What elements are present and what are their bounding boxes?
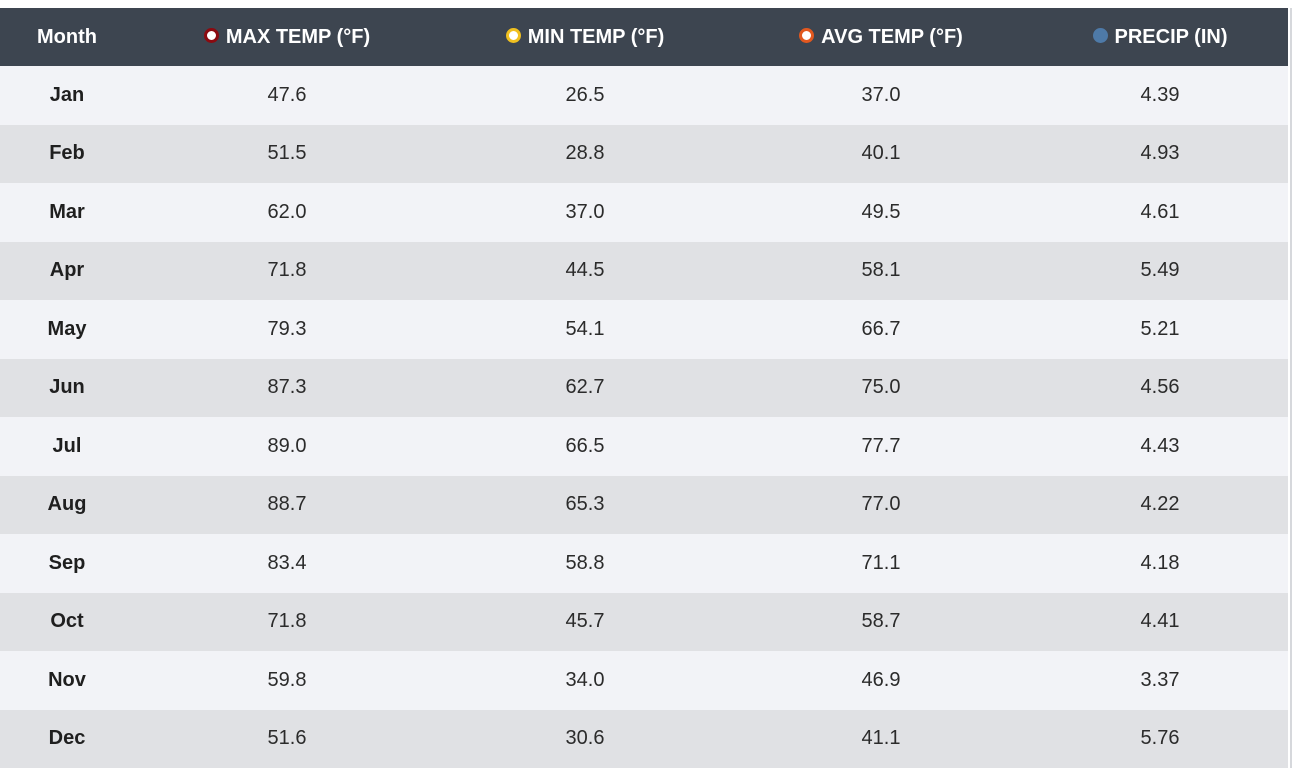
precip-legend-icon	[1092, 27, 1108, 43]
avg-temp-cell: 77.0	[861, 493, 901, 516]
climate-table: Month MAX TEMP (°F) MIN TEMP (°F) AVG TE…	[0, 8, 1288, 768]
avg-temp-cell: 58.1	[861, 259, 901, 282]
precip-cell: 4.43	[1140, 434, 1180, 457]
min-temp-cell: 45.7	[565, 610, 605, 633]
precip-cell: 4.61	[1140, 200, 1180, 223]
avg-temp-cell: 49.5	[861, 200, 901, 223]
precip-cell: 4.56	[1140, 376, 1180, 399]
header-month-label: Month	[37, 25, 97, 48]
min-temp-cell: 37.0	[565, 200, 605, 223]
max-temp-legend-icon	[203, 27, 219, 43]
max-temp-cell: 83.4	[267, 551, 307, 574]
max-temp-cell: 89.0	[267, 434, 307, 457]
min-temp-cell: 28.8	[565, 142, 605, 165]
max-temp-cell: 47.6	[267, 83, 307, 106]
table-row: Sep 83.4 58.8 71.1 4.18	[0, 534, 1288, 593]
min-temp-cell: 58.8	[565, 551, 605, 574]
month-cell: Jul	[52, 434, 82, 457]
avg-temp-cell: 41.1	[861, 727, 901, 750]
min-temp-cell: 44.5	[565, 259, 605, 282]
table-row: Apr 71.8 44.5 58.1 5.49	[0, 241, 1288, 300]
table-body: Jan 47.6 26.5 37.0 4.39 Feb 51.5 28.8 40.1 4.93 Ma…	[0, 66, 1288, 768]
table-row: Oct 71.8 45.7 58.7 4.41	[0, 592, 1288, 651]
precip-cell: 5.76	[1140, 727, 1180, 750]
month-cell: Jan	[49, 83, 85, 106]
month-cell: Aug	[47, 493, 87, 516]
header-max-temp-label: MAX TEMP (°F)	[225, 25, 371, 48]
header-avg-temp[interactable]: AVG TEMP (°F)	[730, 8, 1032, 66]
header-precip-label: PRECIP (IN)	[1114, 25, 1228, 48]
header-precip[interactable]: PRECIP (IN)	[1032, 8, 1288, 66]
table-header-row: Month MAX TEMP (°F) MIN TEMP (°F) AVG TE…	[0, 8, 1288, 66]
table-row: Nov 59.8 34.0 46.9 3.37	[0, 651, 1288, 710]
avg-temp-cell: 37.0	[861, 83, 901, 106]
month-cell: Nov	[48, 668, 86, 691]
precip-cell: 5.21	[1140, 317, 1180, 340]
max-temp-cell: 71.8	[267, 259, 307, 282]
table-row: Dec 51.6 30.6 41.1 5.76	[0, 709, 1288, 768]
avg-temp-cell: 46.9	[861, 668, 901, 691]
min-temp-cell: 30.6	[565, 727, 605, 750]
month-cell: Apr	[49, 259, 85, 282]
table-row: Feb 51.5 28.8 40.1 4.93	[0, 124, 1288, 183]
precip-cell: 4.22	[1140, 493, 1180, 516]
scrollbar-edge	[1290, 8, 1292, 768]
avg-temp-cell: 71.1	[861, 551, 901, 574]
header-max-temp[interactable]: MAX TEMP (°F)	[134, 8, 440, 66]
min-temp-legend-icon	[505, 27, 521, 43]
avg-temp-cell: 66.7	[861, 317, 901, 340]
max-temp-cell: 87.3	[267, 376, 307, 399]
avg-temp-cell: 77.7	[861, 434, 901, 457]
min-temp-cell: 34.0	[565, 668, 605, 691]
month-cell: Jun	[49, 376, 85, 399]
min-temp-cell: 66.5	[565, 434, 605, 457]
avg-temp-legend-icon	[799, 27, 815, 43]
precip-cell: 4.41	[1140, 610, 1180, 633]
month-cell: Oct	[50, 610, 84, 633]
max-temp-cell: 62.0	[267, 200, 307, 223]
header-avg-temp-label: AVG TEMP (°F)	[821, 25, 963, 48]
precip-cell: 4.93	[1140, 142, 1180, 165]
max-temp-cell: 71.8	[267, 610, 307, 633]
month-cell: Feb	[49, 142, 85, 165]
month-cell: Mar	[49, 200, 85, 223]
avg-temp-cell: 58.7	[861, 610, 901, 633]
table-row: Jan 47.6 26.5 37.0 4.39	[0, 66, 1288, 125]
table-row: May 79.3 54.1 66.7 5.21	[0, 300, 1288, 359]
precip-cell: 4.39	[1140, 83, 1180, 106]
min-temp-cell: 26.5	[565, 83, 605, 106]
month-cell: Dec	[48, 727, 86, 750]
precip-cell: 5.49	[1140, 259, 1180, 282]
max-temp-cell: 88.7	[267, 493, 307, 516]
table-row: Mar 62.0 37.0 49.5 4.61	[0, 183, 1288, 242]
precip-cell: 3.37	[1140, 668, 1180, 691]
max-temp-cell: 51.6	[267, 727, 307, 750]
table-row: Jul 89.0 66.5 77.7 4.43	[0, 417, 1288, 476]
min-temp-cell: 65.3	[565, 493, 605, 516]
table-row: Aug 88.7 65.3 77.0 4.22	[0, 475, 1288, 534]
max-temp-cell: 59.8	[267, 668, 307, 691]
precip-cell: 4.18	[1140, 551, 1180, 574]
avg-temp-cell: 40.1	[861, 142, 901, 165]
month-cell: May	[47, 317, 87, 340]
header-min-temp[interactable]: MIN TEMP (°F)	[440, 8, 730, 66]
max-temp-cell: 79.3	[267, 317, 307, 340]
header-month[interactable]: Month	[0, 8, 134, 66]
min-temp-cell: 54.1	[565, 317, 605, 340]
table-row: Jun 87.3 62.7 75.0 4.56	[0, 358, 1288, 417]
climate-table-container: Month MAX TEMP (°F) MIN TEMP (°F) AVG TE…	[0, 8, 1288, 768]
max-temp-cell: 51.5	[267, 142, 307, 165]
month-cell: Sep	[48, 551, 86, 574]
min-temp-cell: 62.7	[565, 376, 605, 399]
avg-temp-cell: 75.0	[861, 376, 901, 399]
header-min-temp-label: MIN TEMP (°F)	[527, 25, 665, 48]
